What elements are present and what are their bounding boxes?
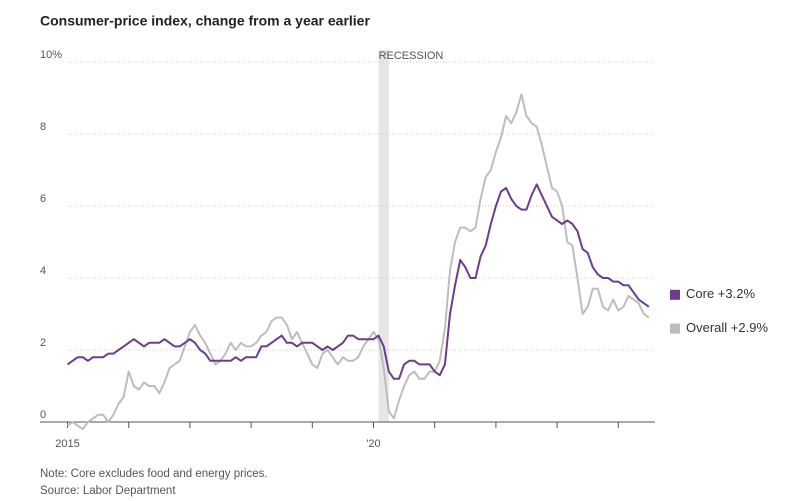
series-line — [66, 183, 650, 380]
y-tick-label: 4 — [40, 265, 46, 277]
y-tick-label: 8 — [40, 121, 46, 133]
series-line — [66, 93, 650, 431]
x-tick-label: 2015 — [55, 438, 79, 450]
legend-swatch — [670, 289, 680, 300]
source: Source: Labor Department — [40, 485, 176, 497]
chart-title: Consumer-price index, change from a year… — [40, 13, 370, 29]
y-tick-label: 2 — [40, 337, 46, 349]
legend-swatch — [670, 323, 680, 334]
legend-label: Core +3.2% — [686, 286, 755, 301]
recession-band — [378, 50, 389, 422]
y-tick-label: 6 — [40, 193, 46, 205]
y-tick-label: 0 — [40, 409, 46, 421]
legend-label: Overall +2.9% — [686, 320, 768, 335]
recession-label: RECESSION — [379, 50, 444, 62]
x-tick-label: '20 — [366, 438, 380, 450]
y-tick-label: 10% — [40, 49, 62, 61]
note: Note: Core excludes food and energy pric… — [40, 468, 268, 480]
